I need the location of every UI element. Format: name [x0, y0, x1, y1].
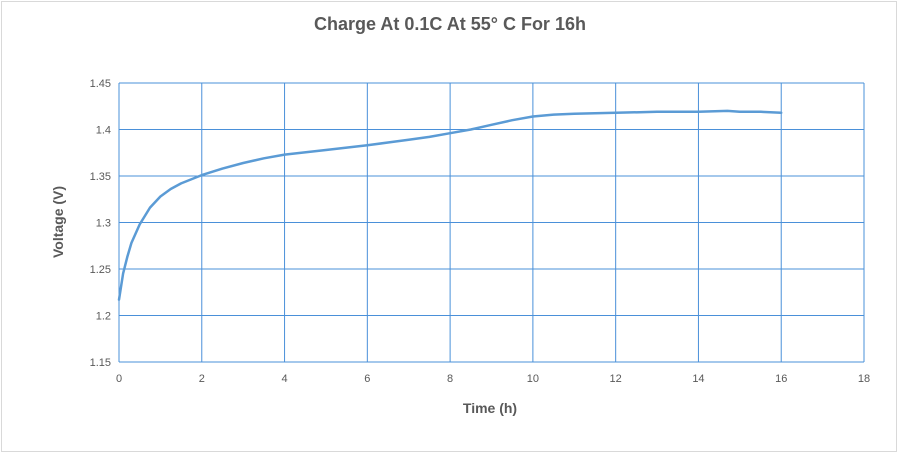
y-tick-label: 1.4	[96, 125, 111, 137]
y-tick-label: 1.45	[90, 78, 111, 90]
x-tick-label: 14	[692, 373, 704, 385]
x-tick-label: 16	[775, 373, 787, 385]
chart-title: Charge At 0.1C At 55° C For 16h	[314, 14, 586, 34]
x-tick-label: 8	[447, 373, 453, 385]
y-tick-labels: 1.15 1.2 1.25 1.3 1.35 1.4 1.45	[90, 78, 111, 369]
x-tick-labels: 0 2 4 6 8 10 12 14 16 18	[116, 373, 870, 385]
grid	[118, 82, 865, 363]
x-tick-label: 0	[116, 373, 122, 385]
series-group	[117, 109, 783, 301]
y-tick-label: 1.35	[90, 171, 111, 183]
voltage-series-line	[117, 109, 783, 301]
y-tick-label: 1.3	[96, 218, 111, 230]
x-tick-label: 12	[610, 373, 622, 385]
x-tick-label: 4	[281, 373, 287, 385]
x-tick-label: 2	[199, 373, 205, 385]
y-axis-label: Voltage (V)	[50, 186, 66, 258]
x-tick-label: 10	[527, 373, 539, 385]
x-tick-label: 6	[364, 373, 370, 385]
y-tick-label: 1.25	[90, 264, 111, 276]
x-axis-label: Time (h)	[463, 400, 517, 416]
y-tick-label: 1.2	[96, 311, 111, 323]
x-tick-label: 18	[858, 373, 870, 385]
y-tick-label: 1.15	[90, 357, 111, 369]
